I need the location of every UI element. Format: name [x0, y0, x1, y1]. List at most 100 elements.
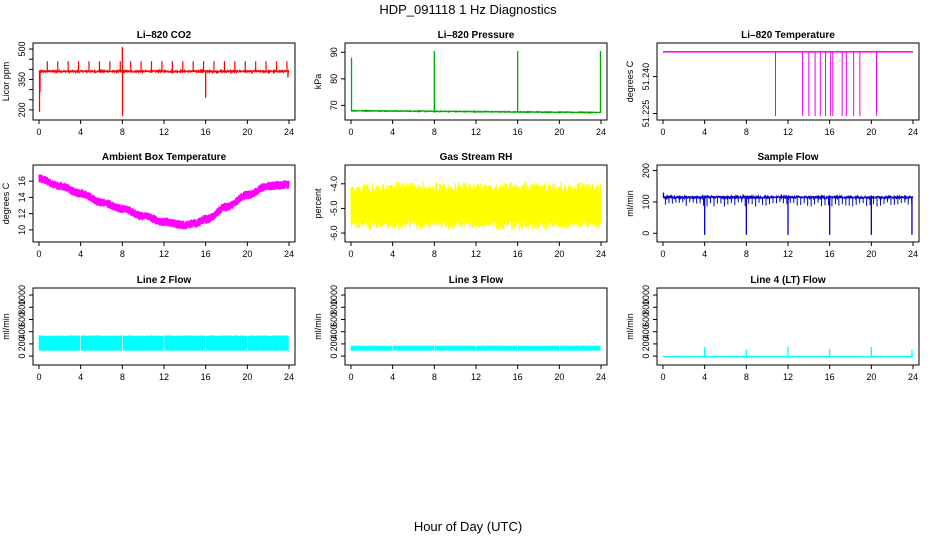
panel-4: Ambient Box Temperature degrees C 0 4 8 12 16 2… [1, 152, 296, 259]
x-tick-label: 12 [783, 127, 793, 137]
y-tick-label: 14 [17, 192, 27, 202]
y-axis-label: ml/min [625, 190, 635, 217]
y-tick-label: 70 [329, 100, 339, 110]
x-tick-label: 16 [513, 127, 523, 137]
panel-title: Line 2 Flow [137, 275, 192, 286]
panel-6: Sample Flow ml/min 0 4 8 12 16 20 24 0 100 200 [625, 152, 920, 259]
x-tick-label: 0 [36, 127, 41, 137]
x-tick-label: 24 [908, 372, 918, 382]
y-tick-label: 100 [641, 194, 651, 209]
x-tick-label: 20 [242, 249, 252, 259]
x-tick-label: 8 [744, 249, 749, 259]
series-band [122, 334, 164, 351]
series-band [164, 334, 206, 351]
y-tick-label: 500 [17, 42, 27, 57]
panel-7: Line 2 Flow ml/min 0 4 8 12 16 20 24 0 20040060080… [1, 275, 296, 382]
y-tick-label: 80 [329, 74, 339, 84]
series-area [38, 174, 290, 230]
x-tick-label: 16 [201, 127, 211, 137]
series-band [434, 345, 476, 352]
x-tick-label: 12 [159, 249, 169, 259]
panel-title: Line 4 (LT) Flow [750, 275, 826, 286]
figure-title: HDP_091118 1 Hz Diagnostics [379, 2, 557, 17]
series-area [350, 345, 601, 352]
y-axis-label: degrees C [1, 182, 11, 224]
x-tick-label: 12 [471, 249, 481, 259]
panel-title: Sample Flow [757, 152, 818, 163]
series-band [38, 334, 81, 351]
y-tick-label: -4.0 [329, 176, 339, 192]
plot-frame [32, 42, 296, 121]
y-tick-label: 51.225 [641, 100, 651, 128]
x-tick-label: 16 [825, 249, 835, 259]
x-tick-label: 24 [596, 127, 606, 137]
x-tick-label: 12 [783, 372, 793, 382]
x-tick-label: 16 [825, 127, 835, 137]
x-tick-label: 8 [744, 127, 749, 137]
x-tick-label: 8 [432, 249, 437, 259]
x-tick-label: 20 [866, 249, 876, 259]
y-tick-label: 400 [17, 324, 27, 339]
x-tick-label: 0 [348, 127, 353, 137]
x-tick-label: 8 [432, 372, 437, 382]
series-band [81, 334, 122, 352]
series-area [38, 47, 290, 116]
y-tick-label: 200 [641, 163, 651, 178]
plot-frame [32, 164, 296, 243]
x-tick-label: 24 [284, 249, 294, 259]
x-tick-label: 20 [242, 127, 252, 137]
y-tick-label: 51.240 [641, 63, 651, 91]
y-tick-label: 90 [329, 47, 339, 57]
x-tick-label: 0 [36, 372, 41, 382]
panel-title: Li–820 Pressure [438, 30, 515, 41]
x-tick-label: 4 [702, 249, 707, 259]
x-tick-label: 0 [348, 372, 353, 382]
figure-x-axis-label: Hour of Day (UTC) [414, 519, 522, 534]
x-tick-label: 24 [908, 249, 918, 259]
x-tick-label: 20 [554, 372, 564, 382]
x-tick-label: 4 [702, 372, 707, 382]
x-tick-label: 4 [702, 127, 707, 137]
y-tick-label: 200 [17, 336, 27, 351]
x-tick-label: 12 [471, 372, 481, 382]
x-tick-label: 4 [78, 249, 83, 259]
y-axis-label: ml/min [1, 313, 11, 340]
panel-8: Line 3 Flow ml/min 0 4 8 12 16 20 24 0 20040060080… [313, 275, 608, 382]
series-line [350, 109, 602, 115]
series-line [38, 68, 290, 75]
series-line [38, 174, 290, 230]
series-band [247, 335, 289, 352]
y-tick-label: 350 [17, 72, 27, 87]
y-tick-label: 200 [641, 336, 651, 351]
y-tick-label: 0 [641, 231, 651, 236]
x-tick-label: 0 [36, 249, 41, 259]
series-area [350, 181, 602, 231]
x-tick-label: 4 [78, 372, 83, 382]
x-tick-label: 4 [390, 127, 395, 137]
y-tick-label: 1000 [641, 285, 651, 305]
series-band [476, 345, 518, 351]
y-tick-label: 400 [329, 324, 339, 339]
series-band [559, 345, 601, 351]
y-axis-label: degrees C [625, 60, 635, 102]
x-tick-label: 20 [554, 249, 564, 259]
y-tick-label: 600 [329, 312, 339, 327]
series-line [350, 181, 602, 231]
panel-title: Ambient Box Temperature [102, 152, 227, 163]
panel-title: Li–820 CO2 [137, 30, 192, 41]
series-band [350, 345, 393, 351]
x-tick-label: 16 [201, 249, 211, 259]
series-area [350, 50, 602, 115]
y-tick-label: 1000 [329, 285, 339, 305]
y-tick-label: 400 [641, 324, 651, 339]
x-tick-label: 16 [201, 372, 211, 382]
x-tick-label: 24 [284, 372, 294, 382]
y-tick-label: 10 [17, 225, 27, 235]
y-tick-label: 16 [17, 176, 27, 186]
x-tick-label: 24 [596, 249, 606, 259]
x-tick-label: 24 [908, 127, 918, 137]
y-tick-label: 200 [17, 102, 27, 117]
y-tick-label: 600 [17, 312, 27, 327]
x-tick-label: 16 [513, 249, 523, 259]
